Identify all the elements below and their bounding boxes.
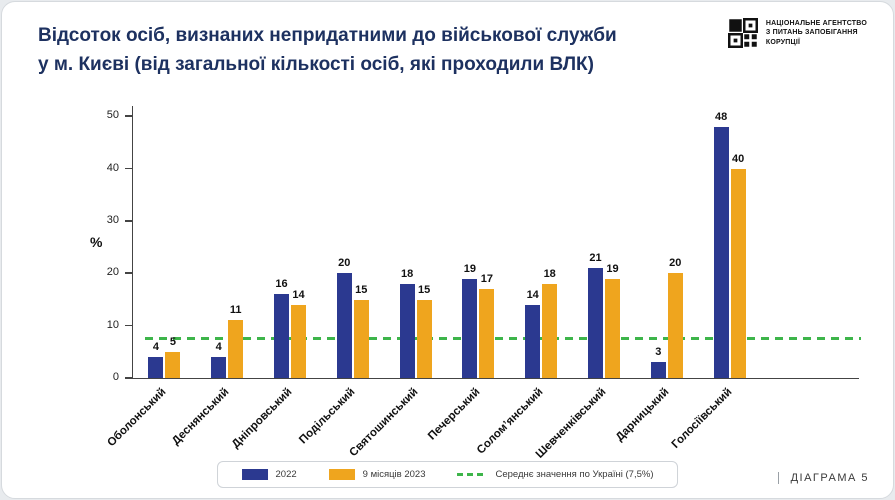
legend-label: 9 місяців 2023 bbox=[362, 469, 426, 480]
bar-series-0 bbox=[650, 362, 666, 378]
bar-series-1 bbox=[542, 283, 558, 378]
legend-item-series-0: 2022 bbox=[241, 469, 297, 480]
bar-value-label: 5 bbox=[169, 335, 176, 348]
x-axis-label: Оболонський bbox=[105, 386, 169, 450]
y-tick-mark bbox=[125, 220, 133, 222]
y-tick-label: 20 bbox=[106, 266, 119, 279]
bar-value-label: 4 bbox=[152, 341, 159, 354]
legend-swatch bbox=[241, 469, 268, 480]
bar-series-0 bbox=[148, 357, 164, 378]
bar-value-label: 17 bbox=[480, 273, 494, 286]
bar-series-0 bbox=[713, 126, 729, 378]
bar-series-1 bbox=[290, 304, 306, 378]
logo-text-line: КОРУПЦІЇ bbox=[765, 38, 801, 46]
legend-label: Середнє значення по Україні (7,5%) bbox=[495, 469, 654, 480]
bar-series-1 bbox=[165, 351, 181, 378]
y-tick-mark bbox=[125, 272, 133, 274]
bar-series-1 bbox=[604, 278, 620, 378]
y-tick-mark bbox=[125, 167, 133, 170]
bar-value-label: 40 bbox=[731, 152, 745, 165]
bar-value-label: 14 bbox=[526, 288, 539, 301]
y-tick-label: 40 bbox=[106, 161, 119, 174]
x-axis-label: Деснянський bbox=[170, 386, 232, 448]
bar-value-label: 48 bbox=[714, 110, 728, 123]
bar-value-label: 3 bbox=[655, 346, 662, 359]
legend-dash-swatch bbox=[457, 473, 488, 476]
y-axis-label: % bbox=[90, 234, 103, 250]
page-title: Відсоток осіб, визнаних непридатними до … bbox=[38, 22, 617, 79]
y-tick-mark bbox=[125, 377, 133, 379]
bar-value-label: 15 bbox=[355, 283, 368, 296]
y-tick-label: 0 bbox=[112, 371, 119, 383]
bar-series-0 bbox=[462, 278, 478, 378]
logo-text-line: З ПИТАНЬ ЗАПОБІГАННЯ bbox=[765, 29, 858, 37]
bar-value-label: 18 bbox=[543, 267, 556, 280]
bar-series-1 bbox=[228, 320, 244, 378]
bar-series-1 bbox=[479, 289, 495, 378]
reference-line bbox=[145, 337, 861, 341]
bar-value-label: 18 bbox=[400, 267, 414, 280]
nazk-logo-icon bbox=[727, 18, 758, 48]
title-line-2: у м. Києві (від загальної кількості осіб… bbox=[38, 53, 594, 75]
bar-value-label: 16 bbox=[275, 278, 288, 291]
legend-label: 2022 bbox=[275, 469, 297, 480]
legend-swatch bbox=[328, 469, 355, 480]
y-tick-label: 50 bbox=[106, 109, 119, 122]
bar-value-label: 19 bbox=[606, 262, 619, 275]
bar-series-1 bbox=[730, 168, 746, 378]
bar-series-0 bbox=[587, 268, 603, 378]
legend: 2022 9 місяців 2023 Середнє значення по Ук… bbox=[216, 461, 679, 488]
diagram-number-label: ДІАГРАМА 5 bbox=[777, 472, 869, 484]
bar-value-label: 4 bbox=[215, 341, 222, 354]
bar-series-0 bbox=[525, 304, 541, 378]
bar-series-0 bbox=[273, 294, 289, 378]
bar-series-1 bbox=[416, 299, 432, 378]
y-tick-mark bbox=[125, 115, 133, 117]
bar-series-0 bbox=[211, 357, 227, 378]
bar-value-label: 19 bbox=[463, 262, 477, 275]
bar-series-0 bbox=[336, 273, 352, 378]
plot-area: 0 10 20 30 40 50 4 5 Оболонський 4 11 Деснянський 16… bbox=[106, 106, 861, 461]
legend-item-series-1: 9 місяців 2023 bbox=[328, 469, 426, 480]
bar-value-label: 15 bbox=[417, 283, 431, 296]
bar-series-1 bbox=[667, 273, 683, 378]
legend-item-reference: Середнє значення по Україні (7,5%) bbox=[457, 469, 654, 480]
bar-value-label: 11 bbox=[229, 304, 242, 317]
bar-value-label: 20 bbox=[669, 257, 682, 270]
logo-text-line: НАЦІОНАЛЬНЕ АГЕНТСТВО bbox=[765, 19, 867, 27]
y-tick-label: 10 bbox=[106, 318, 119, 331]
bar-value-label: 14 bbox=[292, 288, 305, 301]
bar-value-label: 21 bbox=[589, 252, 602, 265]
y-tick-mark bbox=[125, 324, 133, 327]
title-line-1: Відсоток осіб, визнаних непридатними до … bbox=[38, 25, 617, 46]
y-tick-label: 30 bbox=[106, 214, 119, 227]
nazk-logo-text: НАЦІОНАЛЬНЕ АГЕНТСТВО З ПИТАНЬ ЗАПОБІГАН… bbox=[766, 19, 867, 47]
nazk-logo: НАЦІОНАЛЬНЕ АГЕНТСТВО З ПИТАНЬ ЗАПОБІГАН… bbox=[727, 18, 867, 48]
bar-series-1 bbox=[353, 299, 369, 378]
bar-series-0 bbox=[399, 283, 415, 378]
bar-value-label: 20 bbox=[338, 257, 351, 270]
